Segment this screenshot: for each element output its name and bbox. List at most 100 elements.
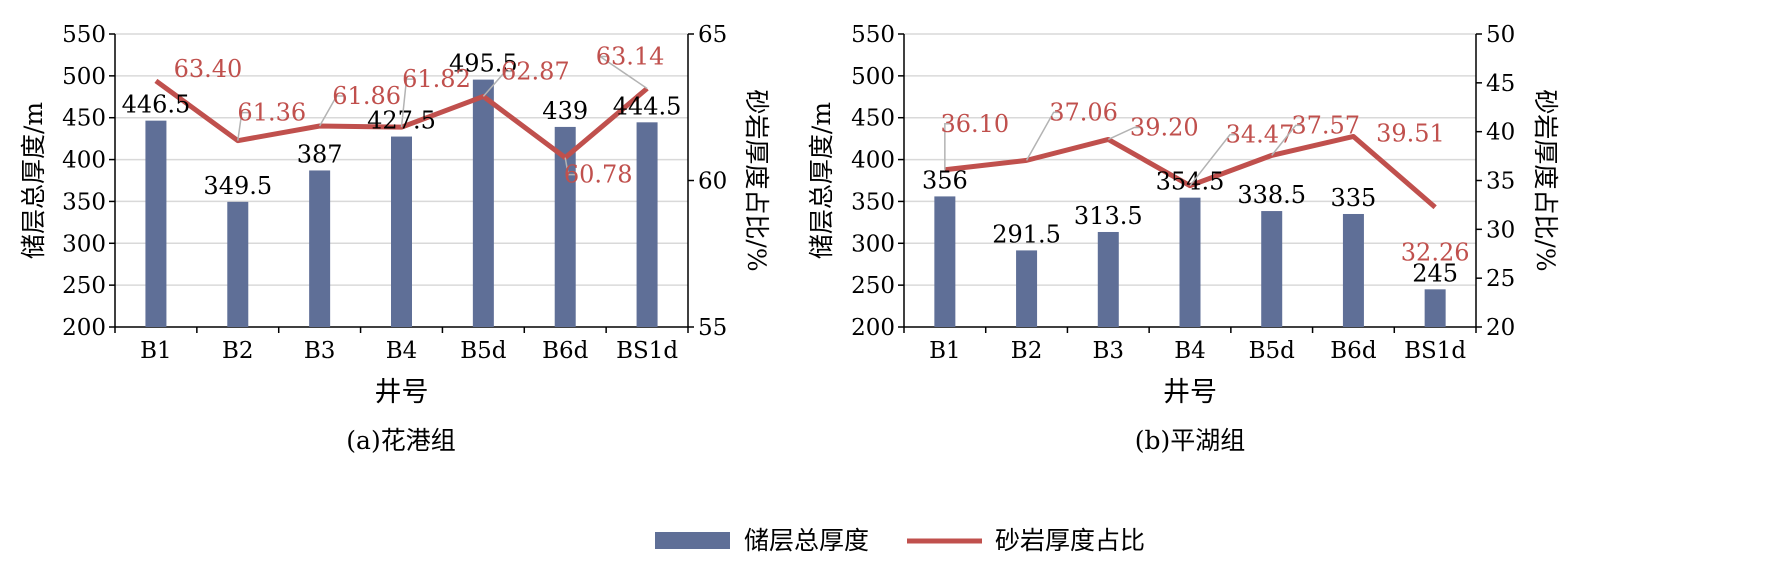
leader-line bbox=[318, 95, 345, 127]
y2-tick-label: 55 bbox=[698, 315, 727, 341]
leader-line bbox=[1107, 126, 1143, 141]
y2-tick-label: 50 bbox=[1486, 22, 1515, 48]
x-category-label: B2 bbox=[1011, 338, 1043, 364]
y2-tick-label: 20 bbox=[1486, 315, 1515, 341]
bar-value-label: 349.5 bbox=[203, 172, 272, 200]
bar-value-label: 335 bbox=[1331, 184, 1377, 212]
chart-panel-huagang: 200 250 300 350 400 450 500 550 55 60 65 446.5 349.5… bbox=[19, 22, 771, 455]
bar bbox=[636, 122, 658, 327]
chart-panel-pinghu: 200 250 300 350 400 450 500 550 20 25 30 35 40 45 50 35… bbox=[807, 22, 1560, 455]
line-value-label: 63.14 bbox=[596, 42, 665, 70]
x-category-label: B2 bbox=[222, 338, 254, 364]
y2-tick-label: 65 bbox=[698, 22, 727, 48]
bar bbox=[227, 201, 249, 327]
y-tick-label: 350 bbox=[62, 189, 106, 215]
x-axis-title: 井号 bbox=[375, 377, 429, 408]
line-value-label: 34.47 bbox=[1226, 121, 1295, 149]
x-category-label: B4 bbox=[1174, 338, 1206, 364]
leader-line bbox=[482, 70, 514, 97]
bar bbox=[145, 120, 167, 327]
y-tick-label: 550 bbox=[851, 22, 895, 48]
y-tick-label: 500 bbox=[851, 64, 895, 90]
x-axis-title: 井号 bbox=[1163, 377, 1217, 408]
bar bbox=[391, 136, 412, 327]
y-tick-label: 500 bbox=[62, 64, 106, 90]
bar bbox=[1424, 289, 1446, 327]
y2-tick-label: 35 bbox=[1486, 169, 1515, 195]
bar-value-label: 444.5 bbox=[613, 92, 682, 120]
x-category-label: B5d bbox=[460, 338, 507, 364]
leader-line bbox=[1025, 111, 1062, 161]
bar bbox=[934, 196, 956, 327]
x-category-label: B1 bbox=[929, 338, 961, 364]
legend-bar-label: 储层总厚度 bbox=[744, 526, 869, 555]
leader-line bbox=[564, 157, 577, 176]
x-category-label: B3 bbox=[1093, 338, 1125, 364]
y-tick-label: 250 bbox=[851, 273, 895, 299]
bar bbox=[1179, 197, 1201, 327]
line-value-label: 37.06 bbox=[1049, 98, 1118, 126]
bar bbox=[309, 170, 331, 327]
line-value-label: 61.36 bbox=[237, 99, 306, 127]
line-value-label: 39.51 bbox=[1376, 119, 1445, 147]
legend-line-label: 砂岩厚度占比 bbox=[995, 526, 1145, 555]
y-tick-label: 300 bbox=[62, 231, 106, 257]
y-tick-label: 250 bbox=[62, 273, 106, 299]
legend: 储层总厚度 砂岩厚度占比 bbox=[655, 526, 1145, 555]
panel-caption: (b)平湖组 bbox=[1135, 426, 1246, 455]
y-tick-label: 200 bbox=[62, 315, 106, 341]
y-tick-label: 450 bbox=[851, 106, 895, 132]
y-tick-label: 450 bbox=[62, 106, 106, 132]
leader-line bbox=[1189, 133, 1238, 187]
bar-value-label: 387 bbox=[297, 140, 343, 168]
line-value-label: 39.20 bbox=[1130, 113, 1199, 141]
x-category-label: B4 bbox=[386, 338, 418, 364]
leader-line bbox=[944, 123, 953, 170]
line-value-label: 61.86 bbox=[332, 82, 401, 110]
bar-value-label: 354.5 bbox=[1156, 168, 1225, 196]
x-category-label: BS1d bbox=[616, 338, 678, 364]
bar-value-label: 291.5 bbox=[992, 220, 1061, 248]
bar-value-label: 439 bbox=[542, 97, 588, 125]
leader-line bbox=[1271, 124, 1304, 156]
x-category-label: B6d bbox=[542, 338, 589, 364]
x-category-label: BS1d bbox=[1404, 338, 1466, 364]
y2-tick-label: 30 bbox=[1486, 217, 1515, 243]
y-tick-label: 400 bbox=[851, 148, 895, 174]
legend-bar-swatch bbox=[655, 532, 730, 549]
x-category-label: B5d bbox=[1249, 338, 1296, 364]
leader-line bbox=[237, 111, 250, 141]
line-value-label: 32.26 bbox=[1401, 238, 1470, 266]
bar-value-label: 495.5 bbox=[449, 50, 518, 78]
bar bbox=[1261, 211, 1283, 327]
bar bbox=[1342, 213, 1364, 327]
x-category-label: B6d bbox=[1330, 338, 1377, 364]
x-category-label: B1 bbox=[140, 338, 172, 364]
y2-axis-title: 砂岩厚度占比/% bbox=[1531, 89, 1560, 271]
y-tick-label: 400 bbox=[62, 148, 106, 174]
line-value-label: 61.82 bbox=[402, 65, 471, 93]
panel-caption: (a)花港组 bbox=[346, 426, 455, 455]
y2-axis-title: 砂岩厚度占比/% bbox=[742, 89, 771, 271]
y-axis-title: 储层总厚度/m bbox=[807, 102, 836, 259]
bar bbox=[472, 79, 494, 327]
y-tick-label: 350 bbox=[851, 189, 895, 215]
y-tick-label: 200 bbox=[851, 315, 895, 341]
y2-tick-label: 40 bbox=[1486, 120, 1515, 146]
leader-line bbox=[597, 55, 648, 90]
y2-tick-label: 25 bbox=[1486, 266, 1515, 292]
y2-tick-label: 45 bbox=[1486, 71, 1515, 97]
y-axis-title: 储层总厚度/m bbox=[19, 102, 48, 259]
y-tick-label: 550 bbox=[62, 22, 106, 48]
bar-value-label: 245 bbox=[1412, 259, 1458, 287]
y2-tick-label: 60 bbox=[698, 169, 727, 195]
bar bbox=[554, 126, 576, 328]
line-value-label: 62.87 bbox=[501, 57, 570, 85]
leader-line bbox=[400, 78, 415, 128]
bar-value-label: 356 bbox=[922, 166, 968, 194]
line-value-label: 36.10 bbox=[940, 110, 1009, 138]
bar-value-label: 313.5 bbox=[1074, 202, 1143, 230]
bar-value-label: 338.5 bbox=[1237, 181, 1306, 209]
y-tick-label: 300 bbox=[851, 231, 895, 257]
line-value-label: 60.78 bbox=[564, 161, 633, 189]
